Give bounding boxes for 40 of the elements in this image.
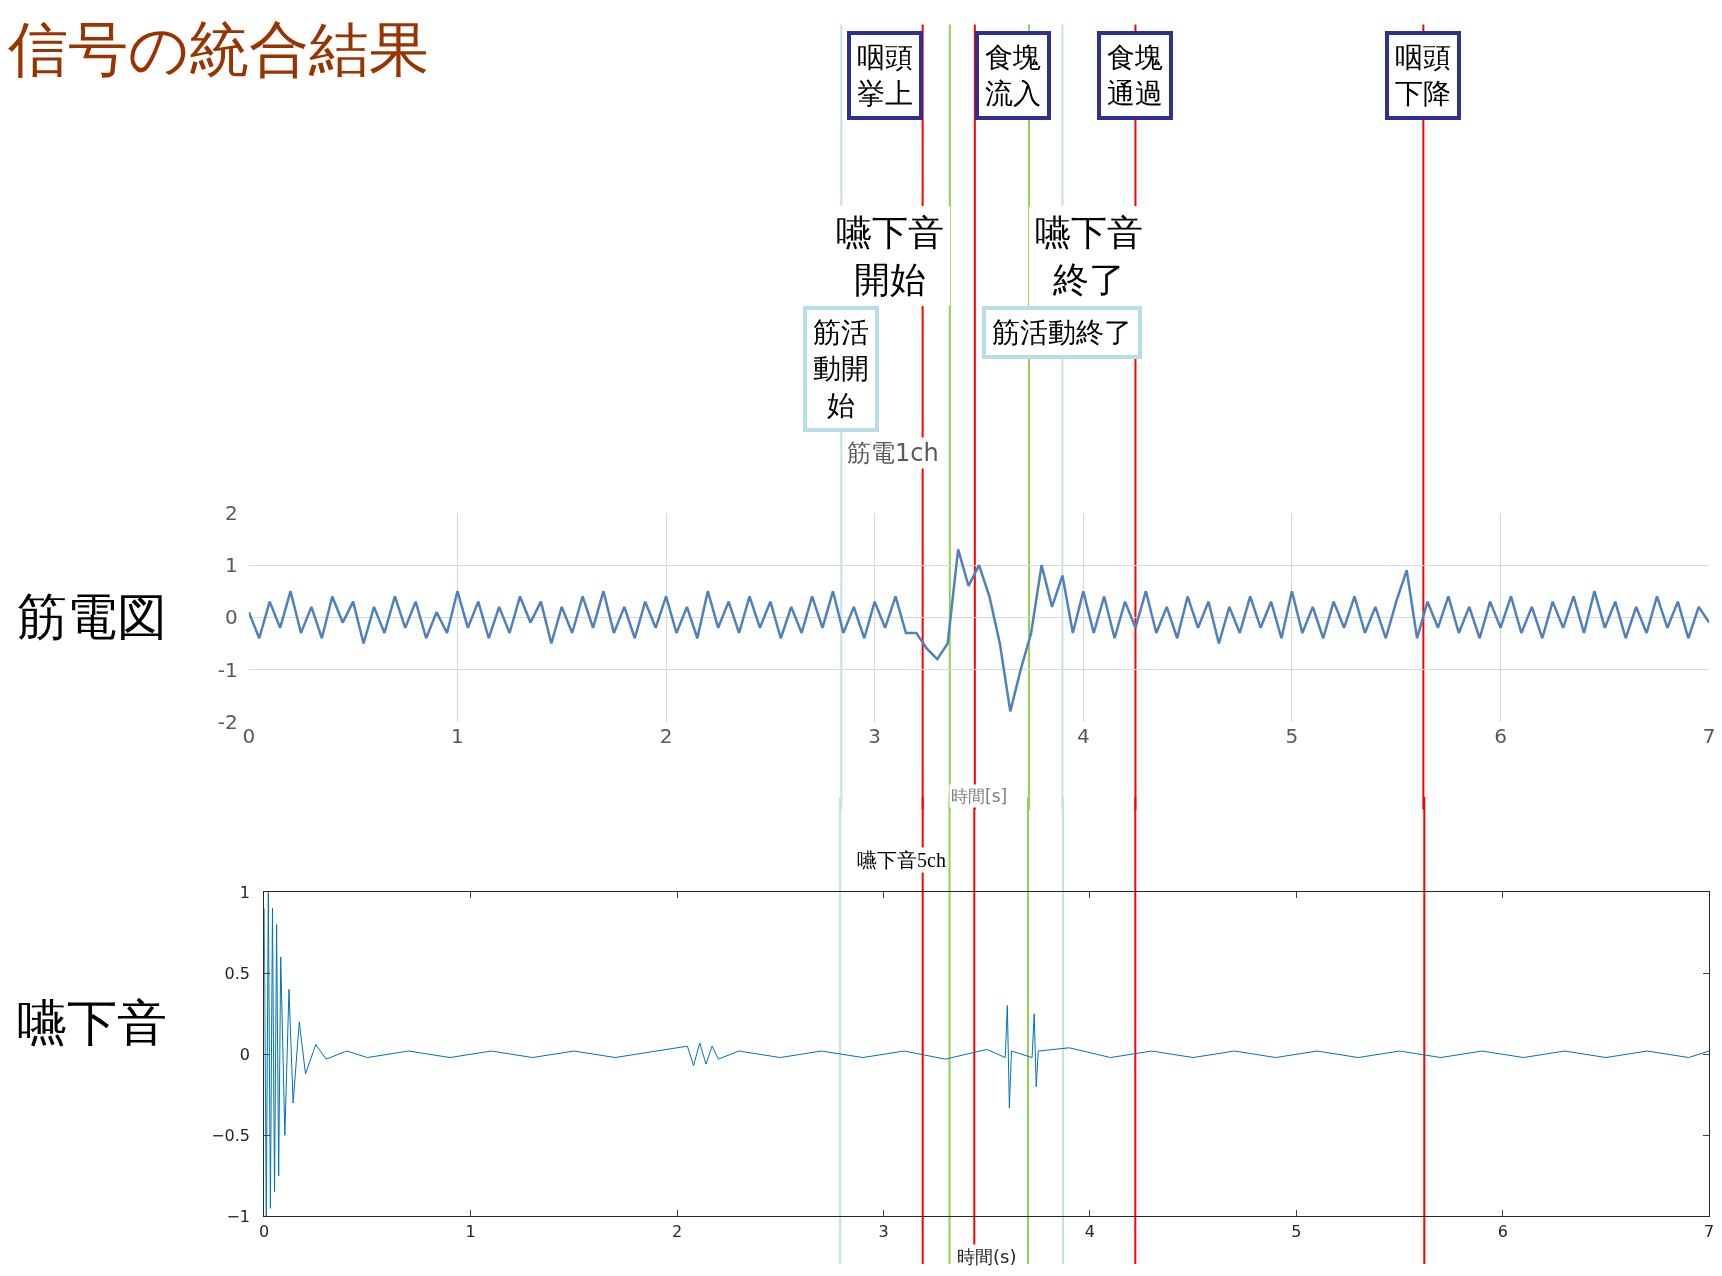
x-tick-label: 1: [451, 723, 464, 748]
x-axis-title: 時間(s): [957, 1246, 1017, 1267]
y-tick-label: 0.5: [224, 963, 251, 983]
y-tick-label: 0: [225, 605, 238, 630]
ref-line-label: 嚥下音終了: [1035, 212, 1143, 300]
x-tick-label: 3: [868, 723, 882, 748]
y-tick-label: −1: [226, 1207, 251, 1227]
x-tick-label: 6: [1494, 723, 1507, 748]
y-tick-label: -1: [217, 657, 238, 682]
y-tick-label: -2: [217, 709, 238, 734]
x-tick-label: 3: [878, 1221, 889, 1241]
ref-line-label: 咽頭挙上: [857, 41, 913, 111]
y-tick-label: −0.5: [211, 1125, 251, 1145]
x-tick-label: 7: [1702, 723, 1716, 748]
y-tick-label: 1: [239, 882, 251, 902]
ref-line-label: 食塊流入: [985, 41, 1041, 111]
y-tick-label: 0: [239, 1044, 251, 1064]
text: 信号の統合結果: [8, 14, 429, 84]
text: 筋電図: [17, 588, 167, 646]
x-tick-label: 1: [465, 1221, 476, 1241]
x-tick-label: 6: [1497, 1221, 1508, 1241]
x-tick-label: 5: [1285, 723, 1299, 748]
chart-title: 筋電1ch: [847, 439, 939, 467]
y-tick-label: 1: [225, 553, 238, 578]
ref-line-label: 筋活動開始: [813, 316, 869, 422]
ref-line-label: 筋活動終了: [992, 316, 1132, 349]
ref-line-label: 咽頭下降: [1395, 41, 1451, 111]
ref-line-label: 食塊通過: [1107, 41, 1163, 111]
x-tick-label: 7: [1704, 1221, 1715, 1241]
x-tick-label: 4: [1076, 723, 1090, 748]
x-tick-label: 2: [659, 723, 673, 748]
x-tick-label: 5: [1291, 1221, 1302, 1241]
text: 嚥下音: [17, 994, 167, 1052]
y-tick-label: 2: [225, 500, 238, 525]
x-axis-title: 時間[s]: [951, 786, 1008, 806]
x-tick-label: 0: [259, 1221, 270, 1241]
chart-title: 嚥下音5ch: [857, 849, 946, 871]
ref-line-label: 嚥下音開始: [836, 212, 944, 300]
x-tick-label: 4: [1084, 1221, 1095, 1241]
x-tick-label: 2: [671, 1221, 683, 1241]
